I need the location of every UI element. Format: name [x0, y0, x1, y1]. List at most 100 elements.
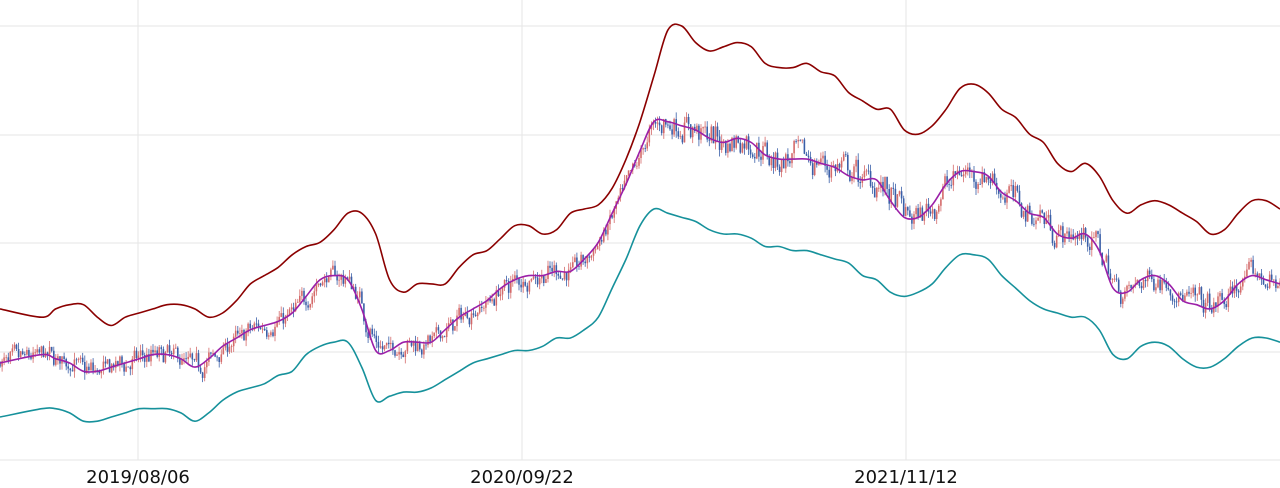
candle-body [30, 356, 32, 359]
candle-body [416, 343, 419, 352]
candle-body [1111, 279, 1114, 280]
candle-body [1113, 278, 1116, 280]
candle-body [274, 326, 276, 336]
candle-body [720, 140, 723, 150]
x-tick-label: 2021/11/12 [854, 467, 958, 488]
candle-body [454, 326, 456, 331]
candle-body [1217, 296, 1219, 307]
candle-body [445, 328, 448, 338]
candle-body [584, 261, 586, 264]
candle-body [774, 152, 777, 168]
candle-body [1252, 259, 1254, 274]
candle-body [15, 344, 18, 349]
candle-body [117, 361, 119, 366]
candle-body [247, 323, 249, 333]
candle-body [177, 347, 179, 359]
candle-body [946, 176, 948, 185]
candle-body [1095, 231, 1097, 238]
candle-body [623, 180, 626, 189]
candle-body [220, 354, 223, 362]
candle-body [613, 208, 615, 218]
candle-body [708, 139, 711, 141]
candle-body [871, 186, 874, 188]
candle-body [172, 348, 175, 355]
candle-body [1159, 279, 1161, 291]
candles [0, 112, 1280, 383]
candle-body [443, 336, 446, 338]
candle-body [505, 280, 508, 281]
candle-body [1031, 213, 1033, 224]
candle-body [402, 354, 404, 357]
candle-body [460, 307, 462, 320]
candle-body [687, 117, 690, 125]
candle-body [253, 323, 256, 330]
candle-body [179, 358, 181, 365]
candle-body [1221, 293, 1223, 300]
candle-body [671, 129, 673, 135]
candle-body [929, 211, 932, 214]
candle-body [100, 370, 103, 374]
candle-body [491, 299, 493, 302]
candle-body [127, 366, 129, 368]
candle-body [294, 302, 297, 311]
candle-body [1097, 231, 1099, 235]
candle-body [851, 177, 853, 181]
candle-body [772, 158, 775, 168]
candle-body [598, 239, 601, 246]
candle-body [292, 307, 295, 311]
candle-body [1115, 278, 1118, 280]
candle-body [249, 323, 251, 329]
candle-body [1128, 284, 1130, 286]
candle-body [778, 166, 781, 172]
candle-body [1122, 298, 1124, 304]
candle-body [92, 362, 94, 371]
candle-body [1262, 279, 1265, 285]
candle-body [981, 172, 983, 185]
candle-body [942, 186, 944, 200]
candle-body [1060, 226, 1062, 231]
candle-body [696, 125, 698, 132]
candle-body [280, 313, 282, 317]
candle-body [1035, 220, 1037, 225]
candle-body [1179, 293, 1182, 295]
candle-body [656, 122, 659, 124]
candle-body [1008, 186, 1010, 193]
candle-body [79, 357, 82, 360]
candle-body [764, 142, 766, 147]
candle-body [435, 327, 438, 333]
candle-body [3, 357, 5, 361]
candle-body [660, 125, 663, 134]
candle-body [1014, 185, 1017, 198]
candle-body [538, 278, 541, 285]
candle-body [17, 349, 20, 357]
candle-body [681, 135, 684, 143]
candle-body [710, 126, 713, 141]
candle-body [11, 348, 14, 352]
candle-body [853, 166, 855, 178]
candle-body [63, 356, 65, 359]
candle-body [627, 170, 630, 176]
candle-body [84, 362, 86, 374]
candle-body [975, 181, 977, 189]
candle-body [154, 350, 156, 353]
candle-body [977, 184, 979, 189]
candle-body [689, 124, 692, 138]
candle-body [216, 356, 218, 358]
x-tick-label: 2020/09/22 [470, 467, 574, 488]
candle-body [865, 170, 868, 172]
candle-body [139, 350, 142, 356]
candle-body [1140, 285, 1143, 289]
candle-body [780, 158, 783, 173]
candle-body [1171, 295, 1174, 301]
candle-body [578, 266, 580, 267]
candle-body [1161, 279, 1163, 291]
candle-body [987, 176, 990, 180]
candle-body [433, 332, 435, 337]
series-line-upper [0, 23, 1280, 327]
candle-body [404, 351, 407, 357]
candle-body [739, 142, 742, 153]
candle-body [266, 330, 268, 337]
candle-body [590, 255, 593, 258]
candle-body [1076, 236, 1079, 239]
